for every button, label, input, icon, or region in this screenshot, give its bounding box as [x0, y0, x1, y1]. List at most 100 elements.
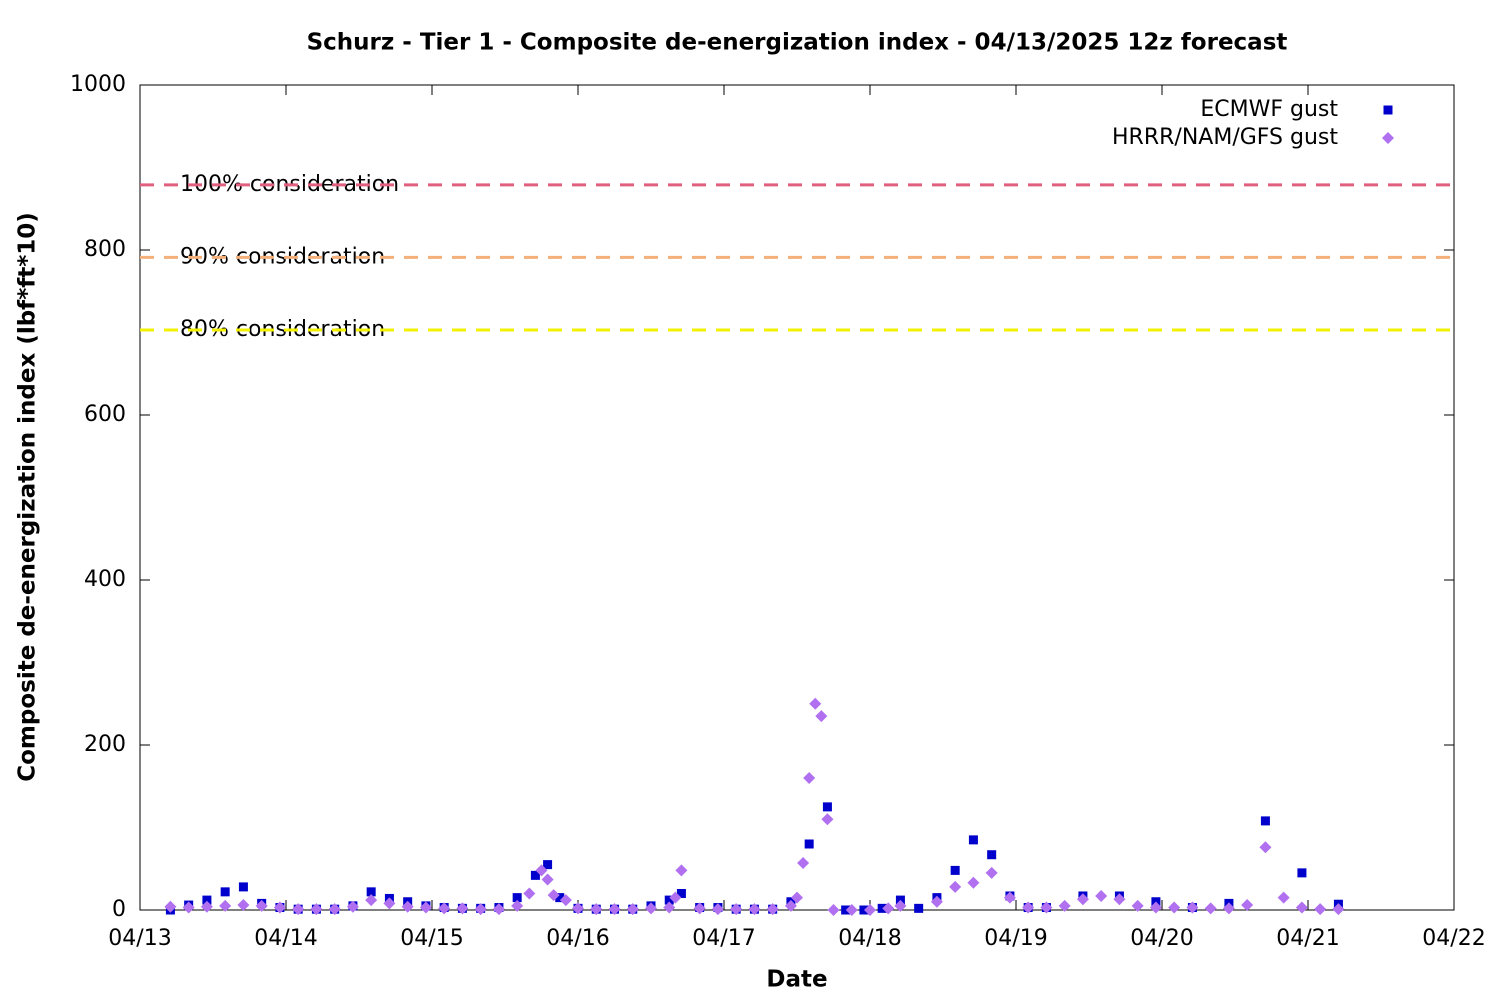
legend-marker [1382, 132, 1394, 144]
threshold-label: 90% consideration [180, 244, 385, 269]
point [882, 902, 895, 915]
point [1259, 841, 1272, 854]
chart-title: Schurz - Tier 1 - Composite de-energizat… [307, 30, 1288, 56]
point [1095, 889, 1108, 902]
point [555, 893, 565, 903]
x-tick-label: 04/17 [692, 926, 755, 951]
x-tick-label: 04/21 [1276, 926, 1339, 951]
point [930, 895, 943, 908]
point [803, 772, 816, 784]
point [219, 899, 232, 912]
point [530, 870, 540, 880]
point [237, 899, 250, 912]
y-tick-label: 800 [84, 237, 126, 262]
point [675, 864, 688, 877]
point [1277, 891, 1290, 904]
point [645, 902, 657, 915]
point [748, 903, 761, 916]
y-tick-label: 400 [84, 567, 126, 592]
point [1149, 901, 1162, 914]
point [1241, 899, 1254, 912]
point [572, 902, 584, 915]
x-tick-label: 04/14 [254, 926, 317, 951]
point [220, 887, 230, 897]
point [474, 903, 487, 916]
point [967, 876, 980, 889]
point [877, 903, 887, 913]
point [968, 835, 978, 845]
point [1022, 901, 1035, 914]
x-tick-label: 04/18 [838, 926, 901, 951]
y-axis-title: Composite de-energization index (lbf*ft*… [15, 212, 41, 782]
point [559, 894, 572, 907]
point [1186, 901, 1199, 914]
point [456, 902, 469, 915]
point [1113, 893, 1126, 906]
point [950, 865, 960, 875]
x-tick-label: 04/13 [108, 926, 171, 951]
point [164, 900, 177, 913]
point [1297, 868, 1307, 878]
plot-frame [139, 84, 1455, 911]
point [1222, 902, 1235, 915]
point [273, 901, 286, 914]
point [366, 887, 376, 897]
point [590, 903, 603, 916]
point [1260, 816, 1270, 826]
point [1332, 903, 1345, 916]
point [864, 904, 876, 916]
y-tick-label: 200 [84, 732, 126, 757]
point [535, 864, 548, 877]
point [328, 903, 341, 916]
point [669, 891, 682, 904]
x-tick-label: 04/16 [546, 926, 609, 951]
point [365, 894, 378, 907]
point [1076, 893, 1089, 906]
point [346, 900, 359, 913]
point [511, 899, 524, 912]
point [492, 903, 505, 916]
point [512, 893, 522, 903]
point [419, 901, 432, 914]
y-tick-label: 0 [112, 897, 126, 922]
point [914, 903, 924, 913]
point [730, 903, 743, 916]
point [292, 903, 305, 916]
point [1295, 901, 1308, 914]
legend-label: ECMWF gust [1200, 97, 1338, 122]
y-tick-label: 600 [84, 402, 126, 427]
point [543, 860, 553, 870]
point [200, 900, 213, 913]
point [985, 866, 998, 879]
point [845, 904, 858, 916]
point [822, 802, 832, 812]
point [894, 899, 907, 912]
point [1003, 891, 1016, 904]
point [182, 901, 195, 914]
point [310, 903, 323, 916]
point [797, 856, 810, 869]
point [1204, 902, 1217, 915]
point [608, 903, 621, 916]
point [1131, 899, 1144, 912]
point [626, 903, 639, 916]
point [676, 889, 686, 898]
legend-marker [1383, 105, 1393, 115]
legend-label: HRRR/NAM/GFS gust [1112, 125, 1338, 150]
point [1040, 901, 1053, 914]
point [438, 902, 451, 915]
x-axis-title: Date [766, 967, 827, 993]
point [1314, 903, 1327, 916]
point [693, 902, 706, 915]
point [784, 899, 797, 912]
point [401, 900, 414, 913]
point [523, 887, 536, 900]
point [804, 839, 814, 849]
point [238, 882, 248, 892]
point [987, 850, 997, 860]
point [1058, 899, 1071, 912]
point [547, 889, 560, 902]
x-tick-label: 04/22 [1422, 926, 1485, 951]
x-tick-label: 04/20 [1130, 926, 1193, 951]
